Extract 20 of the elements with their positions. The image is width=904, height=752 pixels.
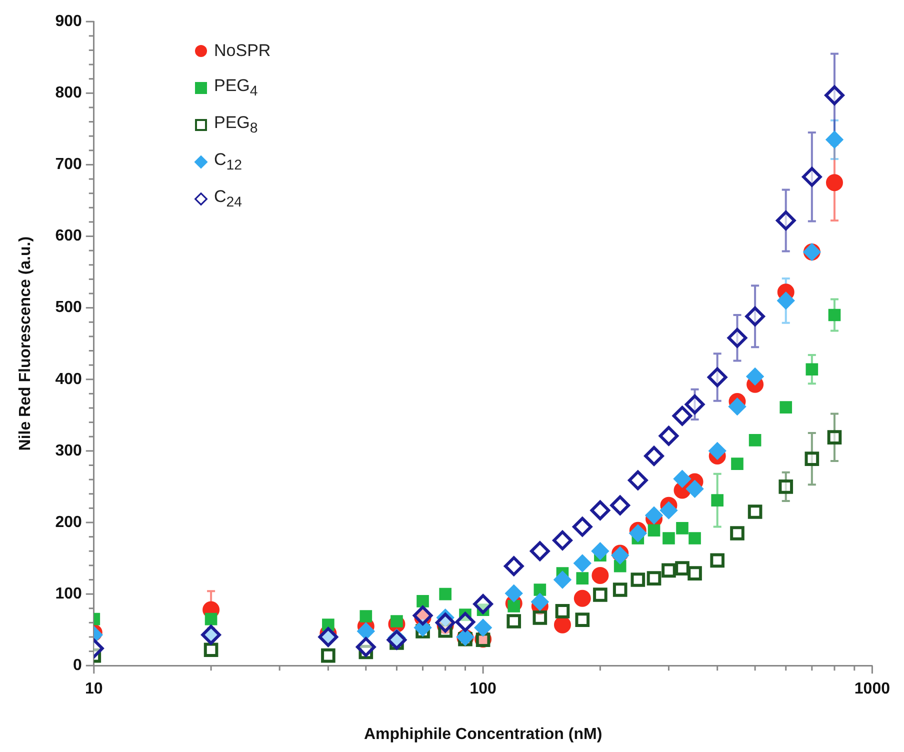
legend-label: PEG$_{8}$ bbox=[214, 112, 258, 136]
y-tick-label: 200 bbox=[55, 514, 82, 531]
y-tick-label: 300 bbox=[55, 442, 82, 460]
y-tick-label: 700 bbox=[55, 156, 82, 174]
legend-label: C$_{12}$ bbox=[214, 150, 242, 174]
x-tick-label: 1000 bbox=[854, 680, 890, 698]
y-tick-label: 100 bbox=[55, 585, 82, 602]
y-tick-label: 400 bbox=[55, 370, 82, 388]
legend-label: C$_{24}$ bbox=[214, 186, 242, 210]
y-tick-label: 0 bbox=[72, 657, 82, 674]
x-axis-title: Amphiphile Concentration (nM) bbox=[364, 726, 602, 743]
y-tick-label: 900 bbox=[55, 13, 82, 30]
legend-label: NoSPR bbox=[214, 40, 271, 60]
y-tick-label: 500 bbox=[55, 299, 82, 316]
x-tick-label: 100 bbox=[470, 680, 496, 698]
y-axis-title: Nile Red Fluorescence (a.u.) bbox=[17, 236, 34, 451]
y-tick-label: 600 bbox=[55, 228, 82, 245]
legend-label: PEG$_{4}$ bbox=[214, 76, 258, 100]
x-tick-label: 10 bbox=[84, 680, 103, 698]
y-tick-label: 800 bbox=[55, 84, 82, 102]
